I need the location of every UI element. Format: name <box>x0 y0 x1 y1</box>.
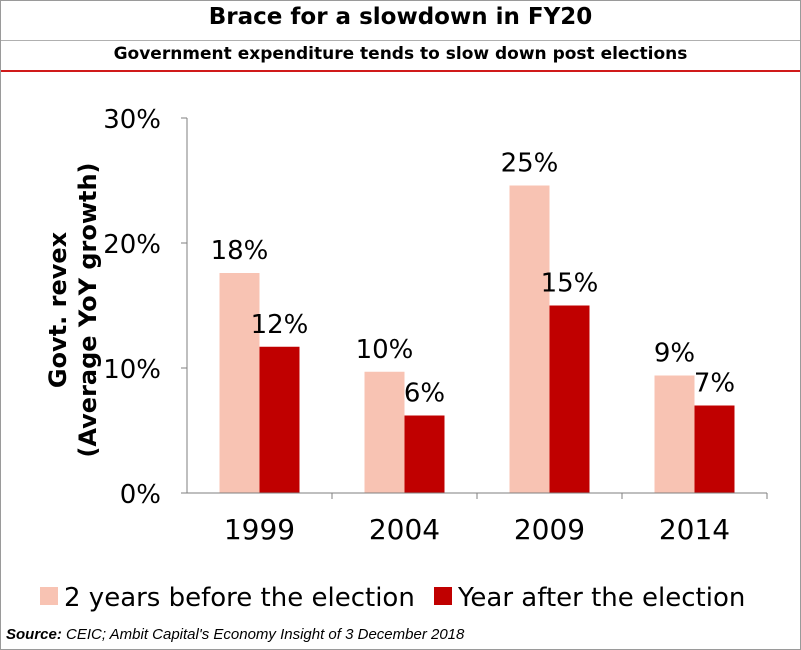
x-axis: 1999 2004 2009 2014 <box>187 492 768 546</box>
source-label: Source: <box>6 626 62 643</box>
bar-after-1999 <box>259 346 300 493</box>
legend-swatch <box>434 587 452 605</box>
data-label: 10% <box>356 335 414 365</box>
y-tick-label: 30% <box>103 105 161 135</box>
subtitle-divider <box>1 70 800 72</box>
chart-title: Brace for a slowdown in FY20 <box>208 4 593 30</box>
bar-before-2009 <box>509 185 550 493</box>
legend-label: 2 years before the election <box>64 583 415 613</box>
data-label: 9% <box>654 339 695 369</box>
y-axis: 0% 10% 20% 30% <box>103 105 188 510</box>
bar-after-2009 <box>549 305 590 493</box>
y-axis-title-line1: Govt. revex <box>44 231 72 388</box>
y-tick-label: 10% <box>103 355 161 385</box>
data-label: 15% <box>541 269 599 299</box>
y-axis-title-line2: (Average YoY growth) <box>74 162 102 457</box>
bar-after-2004 <box>404 415 445 493</box>
source-note: Source: CEIC; Ambit Capital's Economy In… <box>6 626 464 643</box>
source-text: CEIC; Ambit Capital's Economy Insight of… <box>66 626 465 643</box>
x-tick-label: 2014 <box>659 513 730 546</box>
y-axis-title: Govt. revex (Average YoY growth) <box>44 162 102 457</box>
data-label: 18% <box>211 236 269 266</box>
x-tick-label: 2004 <box>369 513 440 546</box>
data-label: 12% <box>251 310 309 340</box>
bar-before-2014 <box>654 375 695 493</box>
bar-before-1999 <box>219 273 260 493</box>
bars: 18% 12% 10% 6% 25% 15% 9%7% <box>211 149 735 493</box>
y-tick-label: 0% <box>120 480 161 510</box>
legend-label: Year after the election <box>457 583 745 613</box>
chart-subtitle: Government expenditure tends to slow dow… <box>113 44 688 64</box>
x-tick-label: 2009 <box>514 513 585 546</box>
legend-swatch <box>40 587 58 605</box>
data-label: 6% <box>404 379 445 409</box>
x-tick-label: 1999 <box>224 513 295 546</box>
bar-before-2004 <box>364 371 405 493</box>
y-tick-label: 20% <box>103 230 161 260</box>
legend: 2 years before the election Year after th… <box>40 583 745 613</box>
bar-after-2014 <box>694 405 735 493</box>
data-label: 25% <box>501 149 559 179</box>
title-divider <box>1 40 800 41</box>
data-label: 7% <box>694 369 735 399</box>
